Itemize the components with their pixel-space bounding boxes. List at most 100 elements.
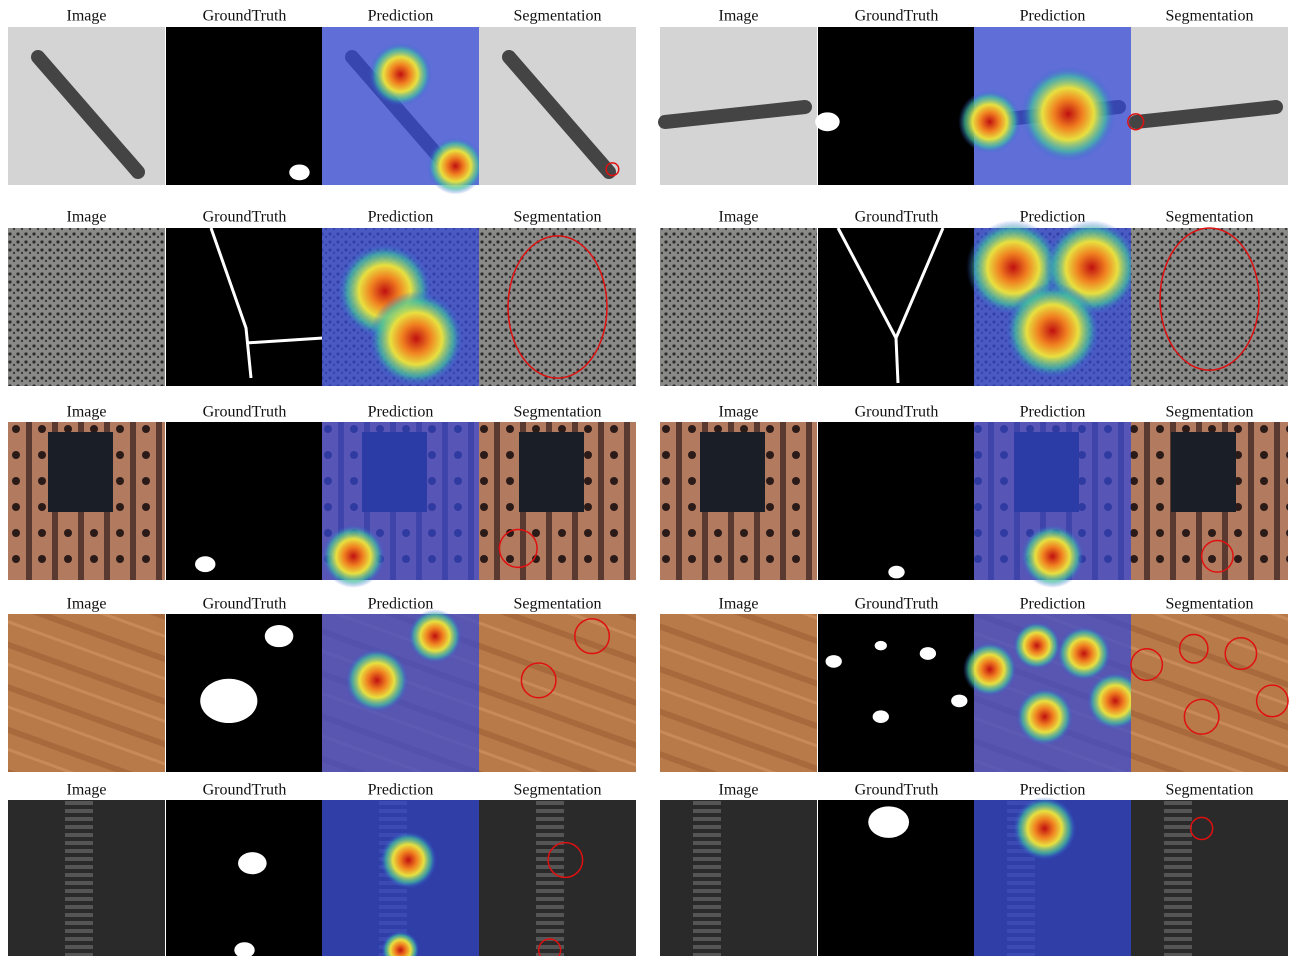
transistor xyxy=(48,432,113,512)
transistor xyxy=(519,432,584,512)
image-background xyxy=(1131,800,1288,956)
heatmap-spot xyxy=(408,609,462,663)
column-header: GroundTruth xyxy=(203,8,287,25)
column-header: Image xyxy=(719,404,759,421)
transistor xyxy=(700,432,765,512)
panel: Image GroundTruth Prediction Segmentation xyxy=(660,596,1289,772)
image-cell xyxy=(974,422,1131,588)
heatmap-spot xyxy=(1021,524,1084,588)
image-cell xyxy=(479,422,636,580)
image-cell xyxy=(166,27,323,185)
mask-blob xyxy=(874,640,887,651)
image-cell xyxy=(8,614,165,772)
panel: Image GroundTruth Prediction Segmentation xyxy=(8,596,636,772)
column-header: Image xyxy=(719,782,759,799)
mask-blob xyxy=(868,806,910,838)
mask-background xyxy=(818,614,975,772)
panel: Image GroundTruth Prediction Segmentation xyxy=(660,782,1288,956)
mask-background xyxy=(166,800,323,956)
heatmap-spot xyxy=(963,642,1017,697)
image-cell xyxy=(963,614,1144,772)
column-header: Segmentation xyxy=(514,404,602,421)
segmentation-outline xyxy=(605,162,620,177)
image-cell xyxy=(1131,422,1288,580)
panel: Image GroundTruth Prediction Segmentation xyxy=(8,209,636,386)
column-header: Prediction xyxy=(1020,782,1086,799)
mask-blob xyxy=(872,710,889,724)
heatmap-spot xyxy=(1087,672,1144,730)
column-header: Segmentation xyxy=(1166,209,1254,226)
image-background xyxy=(479,614,636,772)
transistor xyxy=(1171,432,1236,512)
column-header: Prediction xyxy=(1020,8,1086,25)
column-header: Segmentation xyxy=(1166,596,1254,613)
image-background xyxy=(1131,614,1288,772)
mask-crack xyxy=(209,227,324,379)
column-header: Image xyxy=(719,596,759,613)
image-cell xyxy=(818,800,975,956)
screw xyxy=(658,100,812,129)
column-header: GroundTruth xyxy=(203,596,287,613)
image-background xyxy=(1131,228,1288,386)
screw xyxy=(502,50,616,179)
image-cell xyxy=(818,614,975,772)
panel: Image GroundTruth Prediction Segmentation xyxy=(8,404,636,588)
column-header: Segmentation xyxy=(1166,782,1254,799)
mask-blob xyxy=(238,852,267,875)
screw xyxy=(1129,100,1283,129)
column-header: GroundTruth xyxy=(203,404,287,421)
mask-background xyxy=(166,228,323,386)
image-cell xyxy=(322,27,484,195)
mask-background xyxy=(818,422,975,580)
segmentation-outline xyxy=(1255,684,1289,718)
panel: Image GroundTruth Prediction Segmentation xyxy=(660,404,1288,588)
segmentation-outline xyxy=(1189,816,1214,841)
mask-blob xyxy=(234,942,255,956)
panel: Image GroundTruth Prediction Segmentation xyxy=(8,782,636,956)
mask-blob xyxy=(919,647,937,660)
column-header: Segmentation xyxy=(514,209,602,226)
image-cell xyxy=(479,614,636,772)
column-header: Prediction xyxy=(368,596,434,613)
mask-background xyxy=(166,27,323,185)
image-cell xyxy=(660,422,817,580)
image-cell xyxy=(658,27,817,185)
heatmap-spot xyxy=(427,137,484,195)
column-header: Segmentation xyxy=(1166,404,1254,421)
image-background xyxy=(8,614,165,772)
image-cell xyxy=(8,800,165,956)
segmentation-outline xyxy=(1130,648,1164,682)
mask-background xyxy=(818,27,975,185)
mask-blob xyxy=(888,565,905,579)
image-cell xyxy=(1131,227,1288,386)
column-header: Image xyxy=(67,404,107,421)
column-header: Prediction xyxy=(1020,404,1086,421)
column-header: Segmentation xyxy=(1166,8,1254,25)
column-header: GroundTruth xyxy=(855,404,939,421)
image-background xyxy=(660,614,817,772)
column-header: GroundTruth xyxy=(855,596,939,613)
image-cell xyxy=(322,609,479,772)
image-cell xyxy=(166,422,323,580)
screw xyxy=(31,50,145,179)
image-cell xyxy=(966,220,1139,386)
image-cell xyxy=(8,27,165,185)
column-header: Image xyxy=(67,596,107,613)
heatmap-spot xyxy=(1013,796,1077,861)
image-background xyxy=(479,800,636,956)
column-header: Prediction xyxy=(368,782,434,799)
column-header: GroundTruth xyxy=(203,209,287,226)
image-cell xyxy=(958,27,1131,185)
column-header: Prediction xyxy=(1020,209,1086,226)
mask-blob xyxy=(195,556,216,573)
column-header: Image xyxy=(67,8,107,25)
image-cell xyxy=(8,422,165,580)
image-cell xyxy=(660,800,817,956)
segmentation-outline xyxy=(507,235,608,379)
column-header: Image xyxy=(719,8,759,25)
heatmap-spot xyxy=(380,831,437,889)
image-cell xyxy=(479,800,636,956)
image-cell xyxy=(818,227,975,386)
